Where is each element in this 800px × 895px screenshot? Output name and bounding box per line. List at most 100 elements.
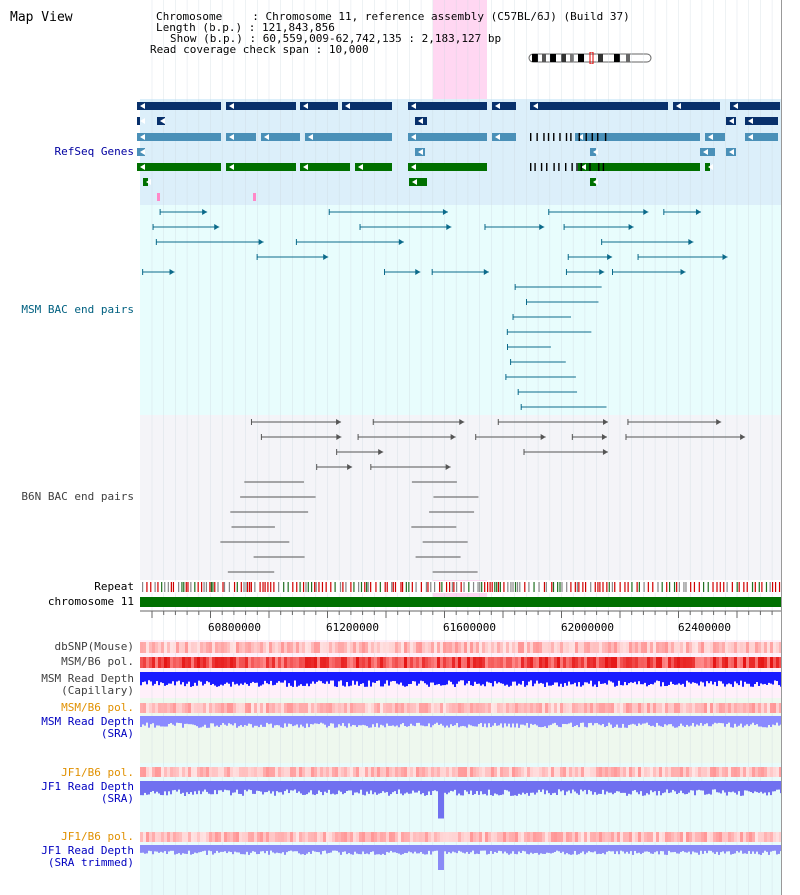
msm-b6-pol-cell <box>143 703 146 713</box>
jf1-b6-pol-cell <box>677 767 680 777</box>
jf1-b6-pol-2-label[interactable]: JF1/B6 pol. <box>61 830 134 843</box>
jf1-trimmed-depth-bar <box>142 845 144 853</box>
msm-depth-bar <box>342 672 344 686</box>
jf1-b6-pol-cell <box>680 767 683 777</box>
chromosome-ideogram[interactable] <box>528 52 652 64</box>
msm-sra-depth-bar <box>304 716 306 728</box>
jf1-b6-pol-cell <box>311 767 314 777</box>
gene-strand-arrow <box>229 103 234 109</box>
msm-depth-sra-label[interactable]: MSM Read Depth (SRA) <box>41 715 134 740</box>
msm-b6-pol-cell <box>149 657 152 668</box>
jf1-depth-bar <box>438 781 440 819</box>
msm-b6-pol-cell <box>374 657 377 668</box>
repeat-element <box>698 582 700 592</box>
jf1-b6-pol-cell <box>707 767 710 777</box>
msm-sra-depth-bar <box>760 716 762 727</box>
jf1-depth-bar <box>468 781 470 795</box>
msm-b6-pol-label[interactable]: MSM/B6 pol. <box>61 655 134 668</box>
dbsnp-cell <box>248 642 251 653</box>
repeat-element <box>415 582 417 592</box>
jf1-b6-pol-cell <box>233 832 236 842</box>
msm-depth-bar <box>720 672 722 682</box>
dbsnp-label[interactable]: dbSNP(Mouse) <box>54 640 134 653</box>
b6n-bac-pair-end <box>459 419 465 425</box>
msm-depth-capillary-label[interactable]: MSM Read Depth (Capillary) <box>41 672 134 697</box>
dbsnp-cell <box>212 642 215 653</box>
jf1-b6-pol-label[interactable]: JF1/B6 pol. <box>61 766 134 779</box>
msm-b6-pol-cell <box>155 657 158 668</box>
msm-depth-bar <box>562 672 564 687</box>
msm-depth-bar <box>180 672 182 685</box>
jf1-depth-bar <box>670 781 672 793</box>
msm-b6-pol-cell <box>551 703 554 713</box>
jf1-depth-bar <box>434 781 436 791</box>
jf1-b6-pol-cell <box>731 832 734 842</box>
msm-b6-pol-2-label[interactable]: MSM/B6 pol. <box>61 701 134 714</box>
msm-b6-pol-cell <box>458 703 461 713</box>
refseq-genes-label[interactable]: RefSeq Genes <box>54 145 134 158</box>
repeat-element <box>590 582 592 592</box>
jf1-b6-pol-cell <box>389 832 392 842</box>
jf1-depth-bar <box>212 781 214 795</box>
jf1-trimmed-depth-bar <box>454 845 456 853</box>
msm-b6-pol-cell <box>581 657 584 668</box>
jf1-b6-pol-cell <box>752 832 755 842</box>
msm-bac-label[interactable]: MSM BAC end pairs <box>21 303 134 316</box>
msm-b6-pol-cell <box>545 657 548 668</box>
msm-b6-pol-cell <box>710 703 713 713</box>
msm-sra-depth-bar <box>530 716 532 724</box>
dbsnp-cell <box>434 642 437 653</box>
msm-b6-pol-cell <box>701 703 704 713</box>
msm-depth-bar <box>756 672 758 683</box>
msm-depth-bar <box>236 672 238 684</box>
jf1-trimmed-depth-bar <box>308 845 310 853</box>
dbsnp-cell <box>707 642 710 653</box>
jf1-trimmed-depth-bar <box>374 845 376 855</box>
msm-sra-depth-bar <box>280 716 282 728</box>
msm-depth-bar <box>752 672 754 687</box>
msm-depth-bar <box>312 672 314 682</box>
repeat-label[interactable]: Repeat <box>94 580 134 593</box>
jf1-depth-sra-label[interactable]: JF1 Read Depth (SRA) <box>41 780 134 805</box>
repeat-element <box>245 582 247 592</box>
jf1-depth-trimmed-label[interactable]: JF1 Read Depth (SRA trimmed) <box>41 844 134 869</box>
jf1-b6-pol-cell <box>605 832 608 842</box>
msm-sra-depth-bar <box>262 716 264 727</box>
jf1-trimmed-depth-bar <box>280 845 282 854</box>
jf1-b6-pol-cell <box>425 767 428 777</box>
jf1-depth-bar <box>620 781 622 793</box>
msm-sra-depth-bar <box>194 716 196 726</box>
jf1-trimmed-depth-bar <box>204 845 206 851</box>
gene-feature <box>492 102 516 110</box>
repeat-element <box>250 582 252 592</box>
dbsnp-cell <box>749 642 752 653</box>
msm-sra-depth-bar <box>470 716 472 726</box>
jf1-depth-bar <box>536 781 538 793</box>
dbsnp-cell <box>482 642 485 653</box>
msm-depth-bar <box>408 672 410 685</box>
jf1-depth-bar <box>768 781 770 793</box>
jf1-depth-bar <box>676 781 678 795</box>
jf1-trimmed-depth-bar <box>414 845 416 852</box>
msm-b6-pol-cell <box>491 703 494 713</box>
gene-feature <box>137 117 140 125</box>
jf1-depth-bar <box>516 781 518 796</box>
jf1-b6-pol-cell <box>596 767 599 777</box>
repeat-element <box>611 582 613 592</box>
jf1-trimmed-depth-bar <box>274 845 276 854</box>
jf1-b6-pol-cell <box>581 832 584 842</box>
msm-sra-depth-bar <box>612 716 614 728</box>
jf1-trimmed-depth-bar <box>426 845 428 855</box>
b6n-bac-label[interactable]: B6N BAC end pairs <box>21 490 134 503</box>
jf1-b6-pol-cell <box>710 832 713 842</box>
repeat-track <box>140 581 781 593</box>
msm-sra-depth-bar <box>590 716 592 723</box>
jf1-depth-bar <box>668 781 670 794</box>
msm-sra-depth-bar <box>658 716 660 726</box>
repeat-element <box>391 582 393 592</box>
msm-b6-pol-cell <box>587 703 590 713</box>
jf1-trimmed-depth-bar <box>362 845 364 852</box>
jf1-b6-pol-cell <box>746 767 749 777</box>
jf1-depth-bar <box>266 781 268 793</box>
